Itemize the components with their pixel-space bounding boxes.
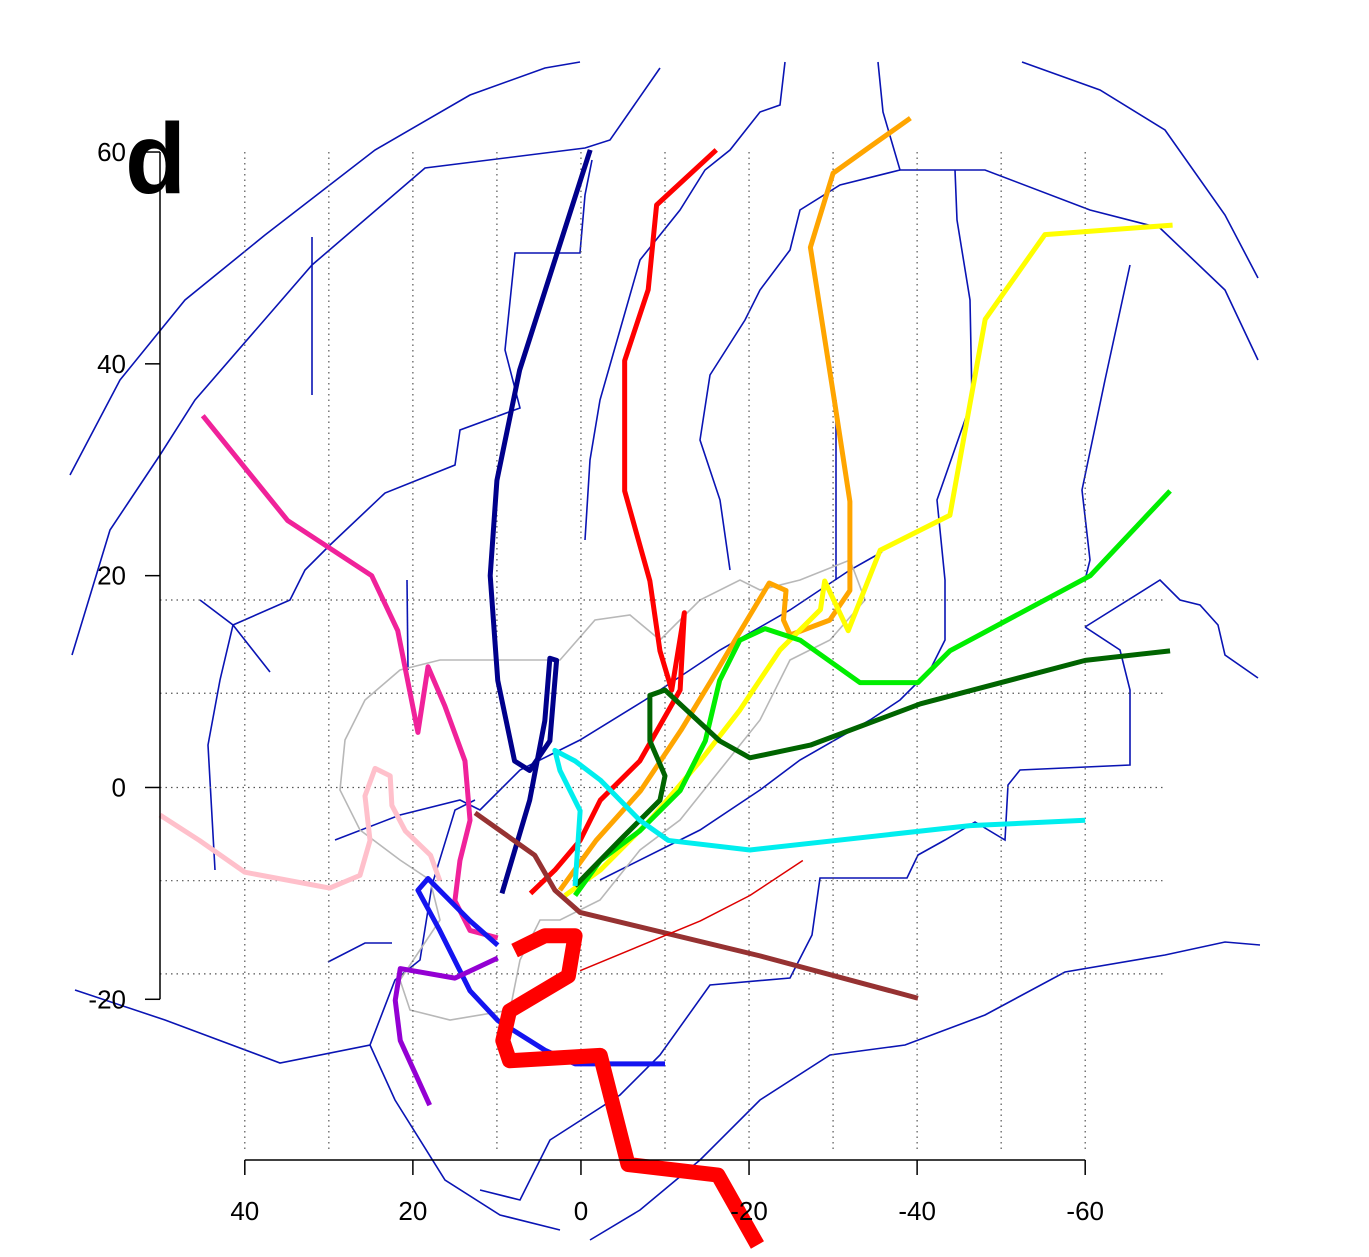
trajectory bbox=[200, 414, 499, 941]
x-tick-label: 40 bbox=[230, 1196, 259, 1226]
trajectory bbox=[487, 149, 593, 895]
trajectory bbox=[552, 747, 1086, 887]
x-tick-label: -20 bbox=[730, 1196, 768, 1226]
trajectory bbox=[573, 648, 1171, 888]
trajectory bbox=[473, 810, 919, 1001]
x-tick-label: -60 bbox=[1066, 1196, 1104, 1226]
y-tick-label: 60 bbox=[97, 137, 126, 167]
trajectory bbox=[557, 116, 912, 892]
map bbox=[69, 61, 1261, 1241]
x-tick-label: 20 bbox=[398, 1196, 427, 1226]
x-tick-label: 0 bbox=[574, 1196, 588, 1226]
y-tick-label: 20 bbox=[97, 561, 126, 591]
trajectory bbox=[528, 148, 718, 896]
trajectories bbox=[158, 116, 1173, 1249]
axes: 60 40 20 0 -20 40 20 0 -20 -40 -60 bbox=[88, 137, 1104, 1226]
trajectory bbox=[158, 765, 443, 891]
y-tick-label: -20 bbox=[88, 984, 126, 1014]
x-tick-label: -40 bbox=[898, 1196, 936, 1226]
trajectory bbox=[495, 928, 764, 1249]
trajectory bbox=[579, 859, 804, 972]
y-tick-label: 0 bbox=[112, 772, 126, 802]
y-tick-label: 40 bbox=[97, 349, 126, 379]
trajectory bbox=[392, 955, 499, 1107]
trajectory bbox=[415, 876, 665, 1067]
grid bbox=[160, 152, 1165, 1150]
panel-label: d bbox=[125, 103, 186, 215]
